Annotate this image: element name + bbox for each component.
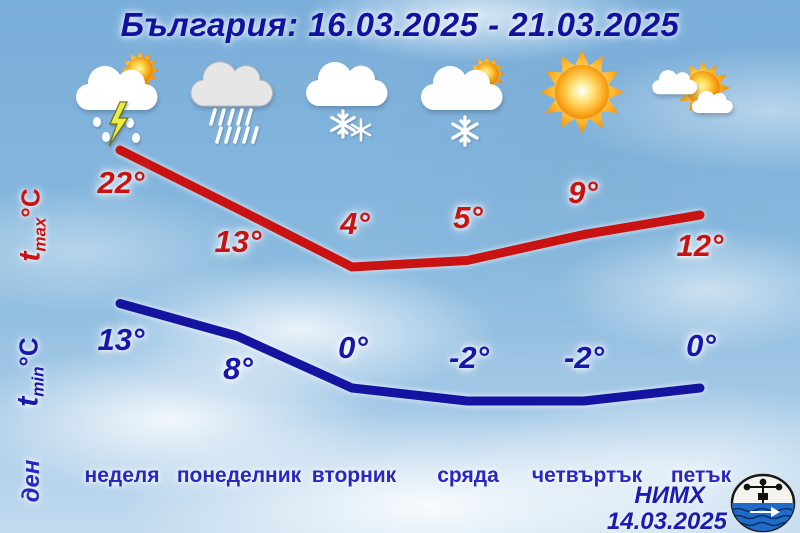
tmax-value: 5° [453,200,483,235]
snow-icon [300,44,400,144]
snow-sun-icon [415,44,515,147]
page-title: България: 16.03.2025 - 21.03.2025 [120,6,680,43]
tmax-axis-subscript: max [30,217,50,252]
tmin-axis-label: tmin°C [12,337,49,406]
day-name: вторник [311,464,397,487]
sun-icon [532,44,632,144]
tmin-value: -2° [564,340,604,375]
tmin-value: 8° [223,351,253,386]
rain-icon [185,44,285,144]
issue-date: 14.03.2025 [606,508,727,533]
tmin-axis-subscript: min [28,366,48,397]
sun-clouds-icon [647,44,747,144]
org-name: НИМХ [634,482,705,509]
tmin-line [115,299,705,406]
day-axis-label: ден [18,459,45,503]
tmin-value: -2° [449,340,489,375]
tmin-value: 0° [338,330,368,365]
tmin-value: 0° [686,328,716,363]
tmax-value: 13° [214,224,262,259]
tmax-value: 22° [97,165,145,200]
day-name: неделя [84,464,160,487]
tmax-axis-unit: °C [15,188,46,218]
day-name: сряда [437,464,499,487]
tmin-value: 13° [97,322,145,357]
day-name: понеделник [176,464,302,487]
tmax-axis-label: tmax°C [14,188,51,261]
day-name: петък [670,464,732,487]
tmax-line [115,145,705,272]
thunderstorm-sun-icon [70,44,170,147]
tmax-axis-symbol: t [13,251,47,262]
tmin-axis-symbol: t [11,396,45,407]
tmax-value: 12° [676,228,724,263]
tmax-value: 9° [568,175,598,210]
nimh-logo-icon [730,473,796,533]
footer: НИМХ 14.03.2025 [607,484,727,533]
day-name: четвъртък [531,464,643,487]
tmax-value: 4° [340,206,370,241]
tmin-axis-unit: °C [13,337,44,367]
